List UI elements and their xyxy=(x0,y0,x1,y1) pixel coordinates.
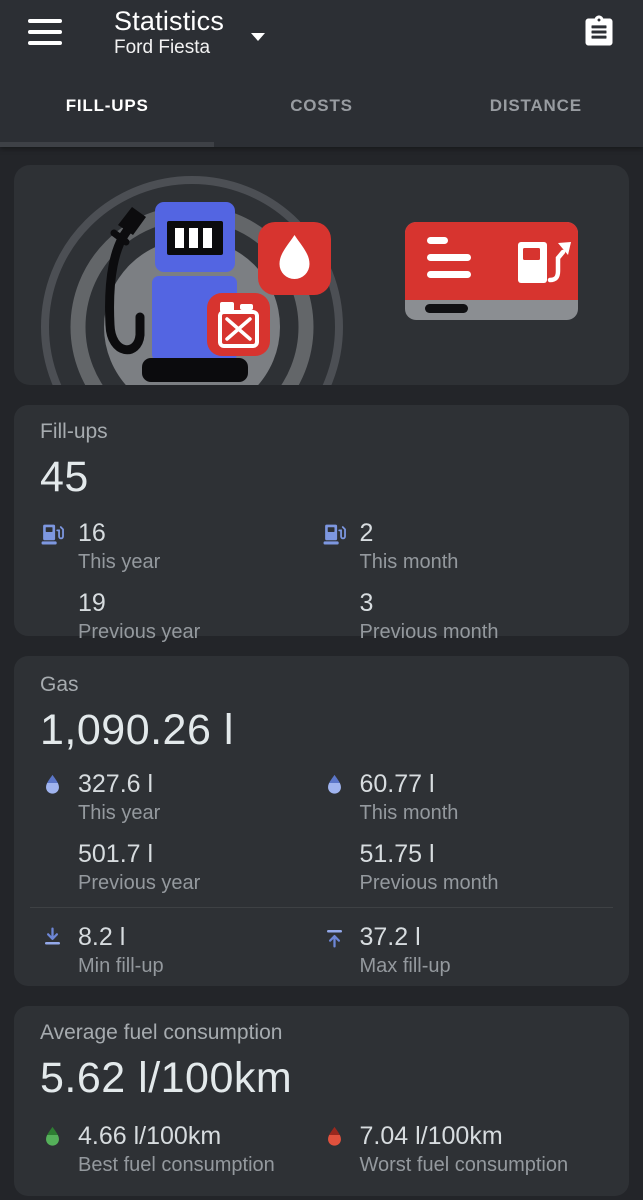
stat-gas-previous-year: 501.7 l Previous year xyxy=(40,839,322,897)
stat-max-fillup: 37.2 l Max fill-up xyxy=(322,922,604,980)
stat-gas-this-month: 60.77 l This month xyxy=(322,769,604,827)
stat-value: 7.04 l/100km xyxy=(359,1122,503,1150)
clipboard-report-button[interactable] xyxy=(581,14,617,50)
stat-fillups-previous-month: 3 Previous month xyxy=(322,588,604,646)
arrow-up-to-bar-icon xyxy=(322,922,360,950)
stat-fillups-this-month: 2 This month xyxy=(322,518,604,576)
stat-label: Previous month xyxy=(359,621,499,643)
stat-value: 2 xyxy=(359,519,374,547)
stat-gas-this-year: 327.6 l This year xyxy=(40,769,322,827)
caret-down-icon[interactable] xyxy=(250,32,266,42)
stat-fillups-this-year: 16 This year xyxy=(40,518,322,576)
stat-value: 16 xyxy=(78,519,106,547)
stat-fillups-previous-year: 19 Previous year xyxy=(40,588,322,646)
stat-value: 4.66 l/100km xyxy=(78,1122,222,1150)
stat-value: 60.77 l xyxy=(359,770,435,798)
card-title: Gas xyxy=(40,673,79,696)
stat-value: 37.2 l xyxy=(359,923,421,951)
hero-illustration-card xyxy=(14,165,629,385)
page-title: Statistics xyxy=(114,5,225,36)
stat-value: 327.6 l xyxy=(78,770,154,798)
stat-label: This month xyxy=(359,802,459,824)
clipboard-icon xyxy=(581,14,617,50)
card-title: Average fuel consumption xyxy=(40,1021,283,1044)
stat-label: Previous year xyxy=(78,621,201,643)
app-bar: Statistics Ford Fiesta xyxy=(0,0,643,64)
stat-label: This month xyxy=(359,551,459,573)
tab-costs[interactable]: COSTS xyxy=(290,95,353,115)
average-consumption-value: 5.62 l/100km xyxy=(40,1054,293,1102)
stat-label: Previous year xyxy=(78,872,201,894)
fillups-total-value: 45 xyxy=(40,453,89,501)
fuel-pump-icon xyxy=(40,518,78,546)
stat-label: Worst fuel consumption xyxy=(359,1154,569,1176)
hamburger-menu-icon[interactable] xyxy=(28,17,62,47)
stat-value: 19 xyxy=(78,589,106,617)
fillups-card: Fill-ups 45 16 This year xyxy=(14,405,629,643)
arrow-down-to-bar-icon xyxy=(40,922,78,950)
stat-value: 51.75 l xyxy=(359,840,435,868)
drop-blue-icon xyxy=(40,769,78,797)
stat-label: Best fuel consumption xyxy=(78,1154,275,1176)
stat-worst-consumption: 7.04 l/100km Worst fuel consumption xyxy=(322,1121,604,1179)
stat-label: This year xyxy=(78,802,161,824)
gas-total-value: 1,090.26 l xyxy=(40,706,234,754)
stat-value: 501.7 l xyxy=(78,840,154,868)
stat-label: Min fill-up xyxy=(78,955,164,977)
divider xyxy=(30,907,613,908)
stat-value: 3 xyxy=(359,589,374,617)
fuel-pump-illustration xyxy=(41,176,578,385)
drop-blue-icon xyxy=(322,769,360,797)
vehicle-selector[interactable]: Statistics Ford Fiesta xyxy=(114,5,225,58)
stat-label: Previous month xyxy=(359,872,499,894)
average-consumption-card: Average fuel consumption 5.62 l/100km 4.… xyxy=(14,1006,629,1196)
vehicle-name: Ford Fiesta xyxy=(114,36,211,58)
tab-fill-ups[interactable]: FILL-UPS xyxy=(65,95,149,115)
tab-distance[interactable]: DISTANCE xyxy=(489,95,582,115)
stat-best-consumption: 4.66 l/100km Best fuel consumption xyxy=(40,1121,322,1179)
gas-card: Gas 1,090.26 l 327.6 l This year 60.77 l… xyxy=(14,656,629,986)
stat-gas-previous-month: 51.75 l Previous month xyxy=(322,839,604,897)
card-title: Fill-ups xyxy=(40,420,108,443)
stat-min-fillup: 8.2 l Min fill-up xyxy=(40,922,322,980)
active-tab-indicator xyxy=(0,142,214,147)
drop-red-icon xyxy=(322,1121,360,1149)
stat-value: 8.2 l xyxy=(78,923,126,951)
tab-bar: FILL-UPS COSTS DISTANCE xyxy=(0,64,643,147)
stat-label: Max fill-up xyxy=(359,955,451,977)
app-header: Statistics Ford Fiesta FILL-UPS COSTS DI… xyxy=(0,0,643,147)
fuel-pump-icon xyxy=(322,518,360,546)
drop-green-icon xyxy=(40,1121,78,1149)
stat-label: This year xyxy=(78,551,161,573)
